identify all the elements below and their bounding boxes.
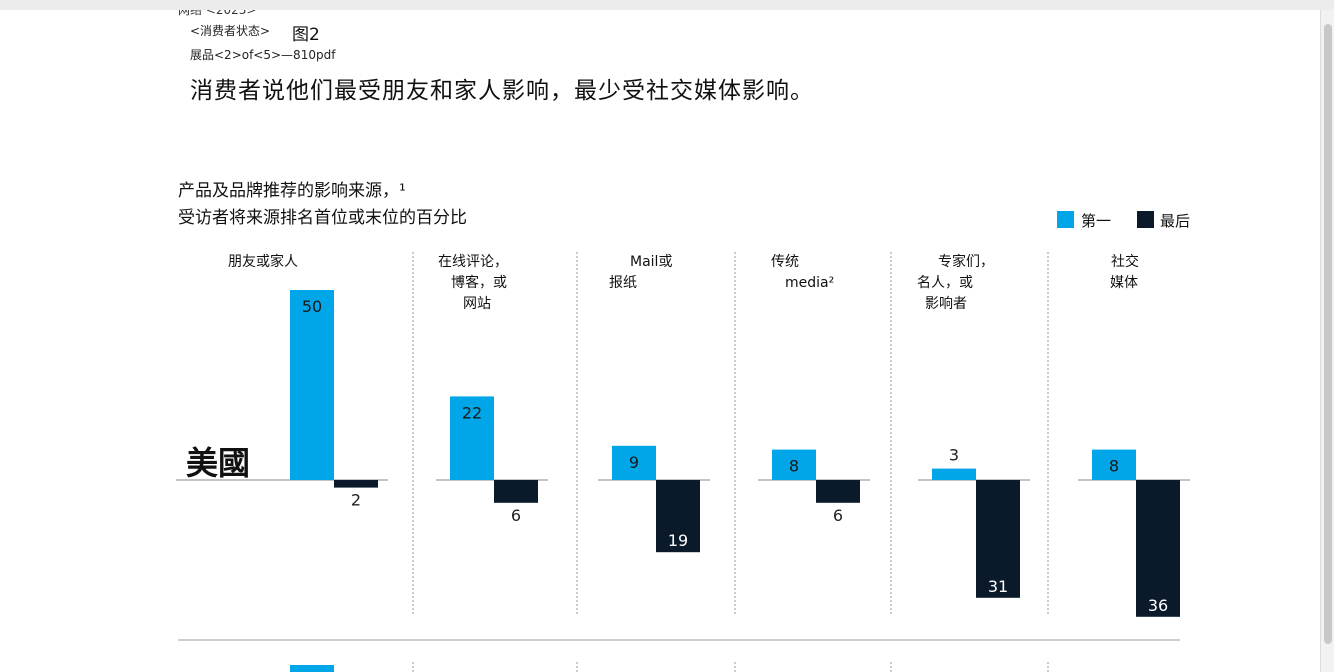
bar-last <box>816 480 860 503</box>
vertical-scrollbar[interactable] <box>1320 10 1334 672</box>
bar-first <box>290 290 334 480</box>
bar-first <box>450 396 494 480</box>
legend-swatch-first <box>1057 211 1074 228</box>
category-label: 网站 <box>463 296 491 312</box>
page-title: 消费者说他们最受朋友和家人影响，最少受社交媒体影响。 <box>190 78 814 104</box>
bar-first <box>772 449 816 480</box>
category-label: 朋友或家人 <box>228 253 298 270</box>
data-label-first: 50 <box>302 297 322 316</box>
data-label-last: 36 <box>1148 596 1168 615</box>
data-label-first: 9 <box>629 453 639 472</box>
bar-first <box>932 468 976 480</box>
bar-last <box>494 480 538 503</box>
legend-swatch-last <box>1137 211 1154 228</box>
category-label: 名人，或 <box>917 275 973 291</box>
bar-last <box>656 480 700 553</box>
next-section-bar-peek <box>290 665 334 672</box>
breadcrumb: <消费者状态> <box>190 24 271 38</box>
legend-label-last: 最后 <box>1160 212 1191 230</box>
category-label: 博客，或 <box>451 274 507 291</box>
category-label: 媒体 <box>1110 275 1138 291</box>
figure-number: 图2 <box>292 25 320 45</box>
bar-last <box>1136 480 1180 617</box>
country-label: 美國 <box>186 444 251 482</box>
category-label: 社交 <box>1111 253 1139 270</box>
category-label: 传统 <box>771 254 799 270</box>
data-label-first: 8 <box>1109 457 1119 476</box>
bar-first <box>1092 449 1136 480</box>
data-label-last: 31 <box>988 577 1008 596</box>
category-label: 专家们， <box>938 253 994 270</box>
category-label: 报纸 <box>609 275 637 291</box>
data-label-first: 8 <box>789 457 799 476</box>
bar-first <box>612 445 656 480</box>
legend-label-first: 第一 <box>1081 212 1112 230</box>
category-label: 影响者 <box>925 296 967 312</box>
data-label-last: 6 <box>511 506 521 525</box>
category-label: media² <box>785 275 834 291</box>
category-label: 在线评论， <box>438 254 508 270</box>
data-label-last: 2 <box>351 491 361 510</box>
scrollbar-thumb[interactable] <box>1324 24 1332 644</box>
category-label: Mail或 <box>630 254 672 270</box>
data-label-last: 6 <box>833 506 843 525</box>
document-page: 网络 <2023> <消费者状态> 图2 展品<2>of<5>—810pdf 消… <box>0 10 1320 672</box>
data-label-first: 22 <box>462 403 482 422</box>
chart-subtitle-line-2: 受访者将来源排名首位或末位的百分比 <box>178 208 467 228</box>
bar-last <box>976 480 1020 598</box>
bar-last <box>334 480 378 488</box>
data-label-first: 3 <box>949 446 959 465</box>
chart-subtitle-line-1: 产品及品牌推荐的影响来源，¹ <box>178 181 406 201</box>
cut-off-header-text: 网络 <2023> <box>178 10 257 17</box>
exhibit-label: 展品<2>of<5>—810pdf <box>190 48 336 62</box>
data-label-last: 19 <box>668 531 688 550</box>
